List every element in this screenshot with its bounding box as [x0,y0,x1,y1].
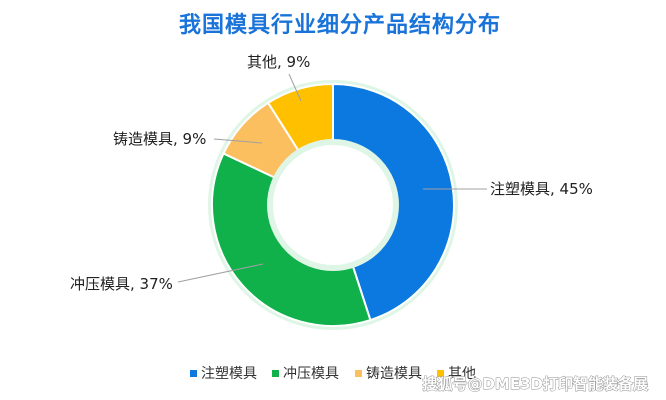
donut-inner-ring [267,139,399,271]
legend-swatch-casting [355,370,362,377]
legend-label-casting: 铸造模具 [366,366,422,382]
watermark-text: 搜狐号@DME3D打印智能装备展 [422,375,648,393]
legend: 注塑模具 冲压模具 铸造模具 其他 [190,366,476,382]
legend-label-injection: 注塑模具 [201,366,257,382]
leader-line-other [288,73,302,102]
data-label-stamping: 冲压模具, 37% [70,275,173,293]
data-label-injection: 注塑模具, 45% [490,180,593,198]
data-label-casting: 铸造模具, 9% [113,130,206,148]
legend-swatch-stamping [272,370,279,377]
legend-swatch-other [437,370,444,377]
leader-line-casting [213,138,263,144]
leader-line-stamping [177,263,264,283]
chart-title: 我国模具行业细分产品结构分布 [179,12,501,38]
data-label-other: 其他, 9% [247,53,310,71]
legend-swatch-injection [190,370,197,377]
legend-label-stamping: 冲压模具 [283,366,339,382]
legend-label-other: 其他 [448,366,476,382]
data-labels: 注塑模具, 45% 冲压模具, 37% 铸造模具, 9% 其他, 9% [70,53,593,293]
